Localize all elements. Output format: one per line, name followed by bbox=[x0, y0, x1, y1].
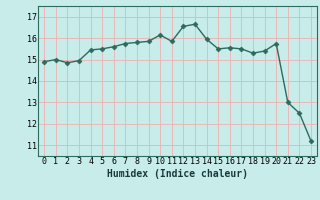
X-axis label: Humidex (Indice chaleur): Humidex (Indice chaleur) bbox=[107, 169, 248, 179]
